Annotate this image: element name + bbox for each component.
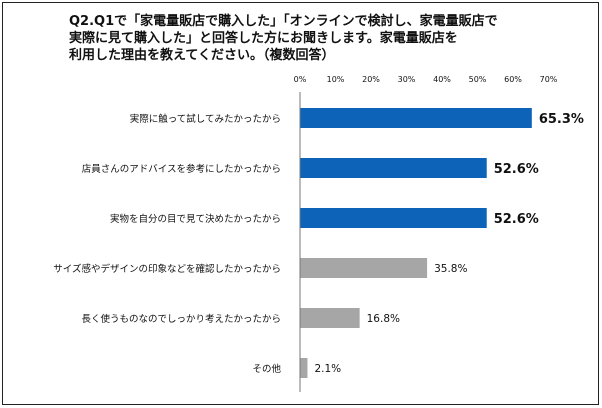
value-label: 16.8% [367, 313, 400, 325]
value-labels: 65.3% 52.6% 52.6% 35.8% 16.8% 2.1% [314, 112, 583, 375]
value-label: 52.6% [494, 212, 539, 227]
value-label: 65.3% [539, 112, 584, 127]
category-label: 長く使うものなのでしっかり考えたかったから [81, 313, 281, 325]
bar [300, 358, 308, 378]
bars [300, 108, 532, 378]
value-label: 52.6% [494, 162, 539, 177]
chart-title-line-2: 実際に見て購入した」と回答した方にお聞きします。家電量販店を [69, 31, 458, 46]
x-tick-label: 0% [294, 75, 307, 84]
bar [300, 158, 487, 178]
x-tick-label: 40% [433, 75, 451, 84]
category-label: 実物を自分の目で見て決めたかったから [110, 213, 281, 225]
x-tick-label: 10% [327, 75, 345, 84]
chart-title-line-1: Q2.Q1で「家電量販店で購入した」「オンラインで検討し、家電量販店で [69, 14, 498, 29]
x-axis-ticks: 0% 10% 20% 30% 40% 50% 60% 70% [294, 75, 558, 84]
chart-title: Q2.Q1で「家電量販店で購入した」「オンラインで検討し、家電量販店で 実際に見… [69, 13, 498, 64]
category-label: サイズ感やデザインの印象などを確認したかったから [53, 263, 281, 275]
x-tick-label: 50% [469, 75, 487, 84]
value-label: 35.8% [434, 263, 467, 275]
x-tick-label: 60% [504, 75, 522, 84]
x-tick-label: 70% [540, 75, 558, 84]
bar [300, 208, 487, 228]
x-tick-label: 20% [362, 75, 380, 84]
x-tick-label: 30% [398, 75, 416, 84]
category-label: その他 [252, 363, 281, 375]
value-label: 2.1% [314, 363, 341, 375]
category-label: 実際に触って試してみたかったから [130, 113, 281, 125]
category-labels: 実際に触って試してみたかったから店員さんのアドバイスを参考にしたかったから実物を… [53, 113, 281, 375]
chart-title-line-3: 利用した理由を教えてください。（複数回答） [69, 48, 335, 63]
bar [300, 308, 360, 328]
category-label: 店員さんのアドバイスを参考にしたかったから [82, 163, 281, 175]
bar [300, 258, 428, 278]
bar [300, 108, 532, 128]
